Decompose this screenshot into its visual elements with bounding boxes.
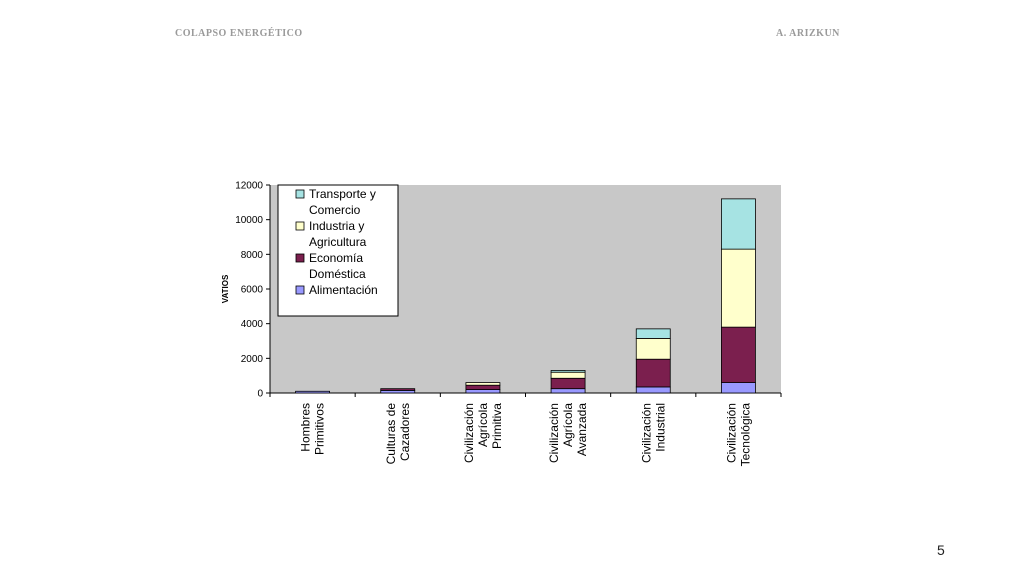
y-tick-label: 12000 [235, 181, 263, 192]
y-tick-label: 6000 [241, 285, 264, 296]
legend-swatch [295, 253, 305, 263]
x-tick-label: CivilizaciónIndustrial [639, 403, 667, 463]
legend-label: Alimentación [309, 283, 378, 297]
bar-segment [295, 390, 330, 394]
bar-segment [635, 328, 671, 339]
y-tick-label: 0 [257, 389, 263, 400]
legend-swatch [295, 221, 305, 231]
header-author: A. ARIZKUN [776, 28, 840, 39]
bar-segment [380, 388, 416, 391]
bar-segment [721, 382, 756, 394]
page-number: 5 [937, 542, 945, 558]
bar-segment [550, 377, 586, 390]
bar-segment [635, 386, 671, 394]
legend-label: Economía [309, 251, 363, 265]
bar-segment [550, 370, 586, 373]
bar-segment [550, 371, 586, 379]
legend-box [277, 184, 399, 317]
legend-label: Agricultura [309, 235, 367, 249]
header-title: COLAPSO ENERGÉTICO [175, 28, 303, 39]
y-tick-label: 8000 [241, 250, 264, 261]
legend-label: Industria y [309, 219, 364, 233]
legend-label: Doméstica [309, 267, 366, 281]
y-tick-label: 10000 [235, 215, 263, 226]
legend-label: Comercio [309, 203, 361, 217]
y-axis-title: VATIOS [221, 274, 230, 303]
x-tick-label: CivilizaciónTecnológica [724, 403, 752, 467]
x-tick-label: CivilizaciónAgrícolaPrimitiva [462, 403, 504, 463]
y-tick-label: 2000 [241, 354, 264, 365]
legend-swatch [295, 285, 305, 295]
bar-segment [721, 248, 756, 328]
bar-segment [721, 198, 756, 250]
x-tick-label: Culturas deCazadores [384, 403, 412, 465]
y-tick-label: 4000 [241, 319, 264, 330]
x-tick-label: HombresPrimitivos [299, 403, 327, 455]
bar-segment [635, 358, 671, 388]
legend-label: Transporte y [309, 187, 376, 201]
bar-segment [465, 389, 501, 394]
bar-segment [465, 382, 501, 386]
x-tick-label: CivilizaciónAgrícolaAvanzada [547, 403, 589, 463]
bar-segment [721, 326, 756, 383]
bar-segment [465, 384, 501, 390]
bar-segment [550, 388, 586, 394]
legend-swatch [295, 189, 305, 199]
bar-segment [635, 337, 671, 360]
